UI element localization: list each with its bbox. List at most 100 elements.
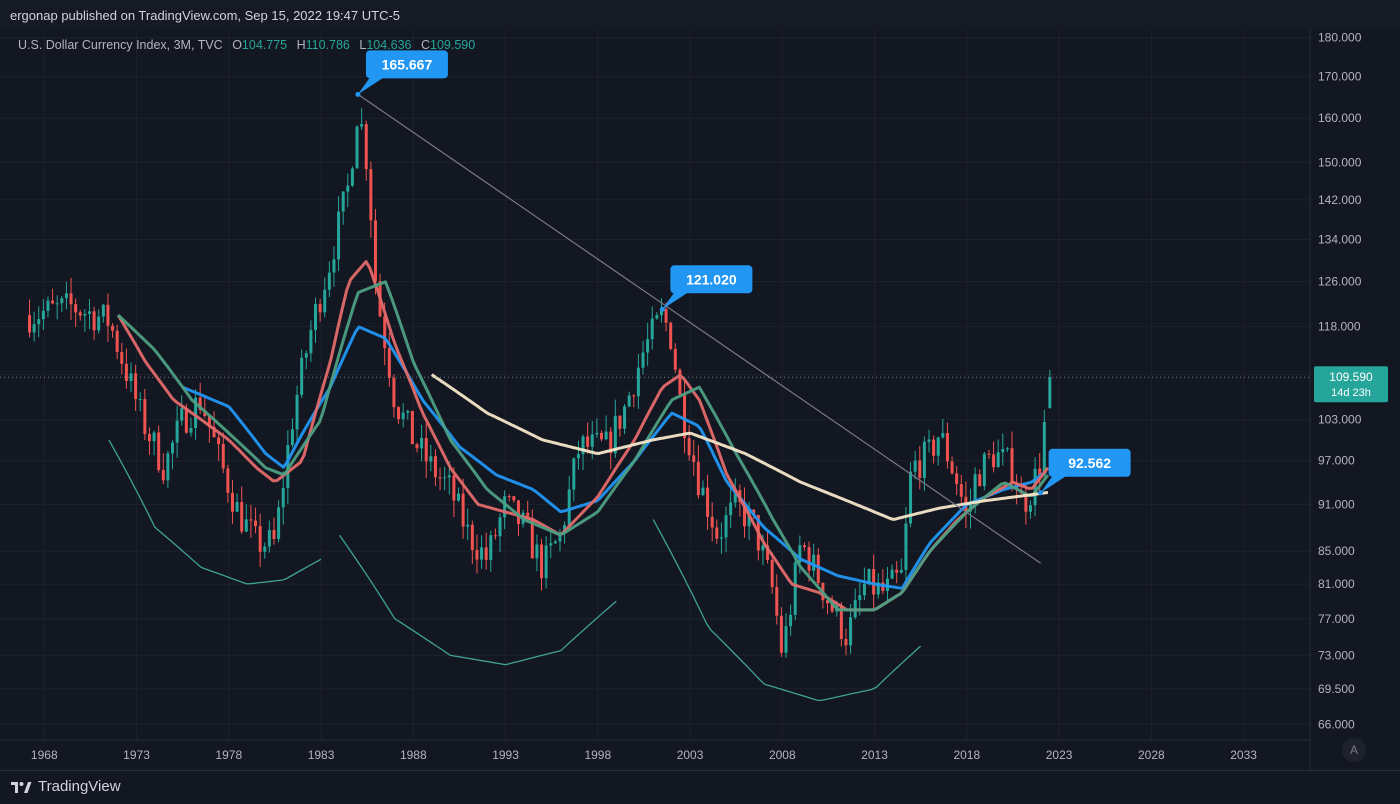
candle-body — [922, 441, 926, 478]
candle-body — [415, 444, 419, 449]
candle-body — [563, 525, 567, 533]
high-label: H — [296, 38, 306, 52]
annotation-pointer — [1040, 475, 1067, 493]
candle-body — [535, 544, 539, 559]
candle-body — [844, 638, 848, 646]
time-axis-tick-label: 1983 — [308, 748, 335, 762]
price-axis-tick-label: 170.000 — [1318, 70, 1362, 84]
candle-body — [41, 310, 45, 320]
candle-body — [129, 373, 133, 382]
candle-body — [466, 524, 470, 527]
publisher-header: ergonap published on TradingView.com, Se… — [0, 0, 1400, 31]
candle-body — [314, 304, 318, 330]
publisher-text: ergonap published on TradingView.com, Se… — [10, 8, 401, 23]
candle-body — [826, 600, 830, 604]
candle-body — [32, 324, 36, 333]
chart-area[interactable]: 180.000 170.000 160.000 150.000 142.000 134.0… — [0, 30, 1400, 770]
candle-body — [646, 339, 650, 353]
candle-body — [111, 325, 115, 331]
candle-body — [124, 363, 128, 382]
candle-body — [171, 442, 175, 454]
price-axis-tick-label: 103.000 — [1318, 413, 1362, 427]
tradingview-logo-icon — [11, 781, 32, 793]
close-label: C — [421, 38, 431, 52]
candle-body — [254, 520, 258, 527]
candle-body — [37, 319, 41, 325]
candle-body — [189, 427, 193, 433]
candle-body — [355, 126, 359, 169]
time-axis-tick-label: 2028 — [1138, 748, 1165, 762]
plot-background — [0, 30, 1310, 740]
annotation-callout — [670, 265, 753, 294]
candle-body — [904, 523, 908, 570]
tradingview-logo[interactable]: TradingView — [10, 778, 121, 795]
brand-name: TradingView — [38, 778, 121, 795]
candle-body — [493, 535, 497, 537]
candle-body — [927, 439, 931, 442]
last-price-countdown: 14d 23h — [1331, 387, 1371, 399]
close-value: 109.590 — [430, 38, 476, 52]
candle-body — [659, 309, 663, 316]
candle-body — [235, 502, 239, 512]
cup-arc — [108, 439, 322, 585]
candle-body — [295, 394, 299, 430]
annotation-pointer — [662, 292, 689, 310]
candle-body — [849, 617, 853, 646]
last-candle-body — [1048, 377, 1052, 408]
candle-body — [895, 569, 899, 573]
candle-body — [955, 473, 959, 485]
candle-body — [152, 432, 156, 442]
low-label: L — [359, 38, 367, 52]
candle-body — [78, 312, 82, 316]
candle-body — [207, 416, 211, 428]
candle-body — [420, 437, 424, 449]
annotation-callout — [365, 50, 448, 79]
price-axis-tick-label: 97.000 — [1318, 454, 1355, 468]
footer-bar: TradingView — [0, 770, 1400, 804]
candle-body — [115, 330, 119, 352]
candle-body — [992, 454, 996, 468]
candle-body — [945, 433, 949, 462]
candle-body — [120, 351, 124, 364]
candle-body — [498, 517, 502, 537]
candle-body — [1005, 448, 1009, 450]
candle-body — [304, 353, 308, 358]
candle-body — [46, 300, 50, 311]
candle-body — [286, 445, 290, 488]
candle-body — [862, 583, 866, 596]
candle-body — [60, 298, 64, 304]
candle-body — [424, 437, 428, 462]
open-value: 104.775 — [241, 38, 288, 52]
candle-body — [332, 259, 336, 273]
candle-body — [978, 474, 982, 487]
candle-body — [890, 569, 894, 579]
candle-body — [337, 211, 341, 260]
price-chart[interactable]: 180.000 170.000 160.000 150.000 142.000 134.0… — [0, 30, 1400, 770]
candle-body — [1028, 505, 1032, 512]
candle-body — [55, 303, 59, 305]
candle-body — [1042, 422, 1046, 476]
candle-body — [558, 532, 562, 542]
price-axis-tick-label: 81.000 — [1318, 577, 1355, 591]
candle-body — [549, 543, 553, 546]
candle-body — [452, 475, 456, 501]
candle-body — [360, 124, 364, 127]
candle-body — [909, 471, 913, 524]
candle-body — [742, 501, 746, 527]
candle-body — [516, 500, 520, 524]
candle-body — [281, 487, 285, 508]
candle-body — [161, 470, 165, 481]
candle-body — [83, 313, 87, 316]
candle-body — [673, 348, 677, 370]
candle-body — [987, 453, 991, 455]
candle-body — [438, 477, 442, 479]
candle-body — [230, 492, 234, 512]
candle-body — [706, 487, 710, 517]
open-label: O — [232, 38, 242, 52]
price-axis-tick-label: 126.000 — [1318, 275, 1362, 289]
candle-body — [166, 453, 170, 481]
auto-scale-button[interactable]: A — [1342, 738, 1366, 762]
annotation-anchor-point — [1038, 490, 1044, 496]
candle-body — [401, 412, 405, 420]
candle-body — [249, 519, 253, 521]
